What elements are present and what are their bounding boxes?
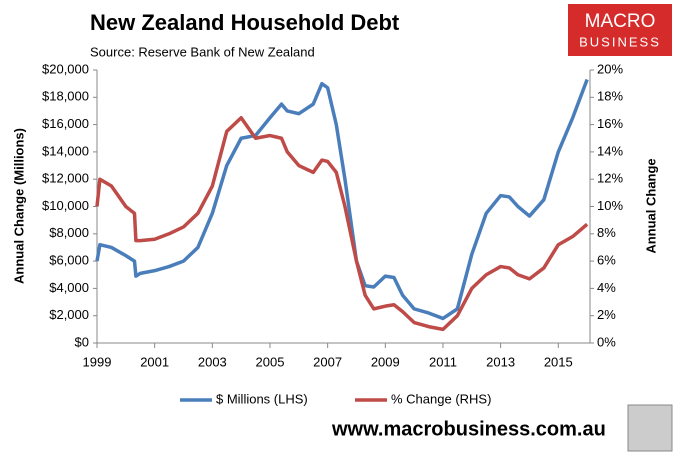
y2-tick-label: 16% xyxy=(597,116,623,131)
series-line xyxy=(95,78,589,321)
y2-tick-label: 0% xyxy=(597,334,616,349)
series-line xyxy=(95,116,589,332)
y-tick-label: $2,000 xyxy=(49,307,89,322)
logo-box xyxy=(568,4,672,56)
y2-tick-label: 10% xyxy=(597,198,623,213)
y2-tick-label: 14% xyxy=(597,143,623,158)
y-tick-label: $16,000 xyxy=(42,116,89,131)
x-tick-label: 2009 xyxy=(371,354,400,369)
chart-title: New Zealand Household Debt xyxy=(90,10,400,35)
legend-label: % Change (RHS) xyxy=(391,391,491,406)
y2-tick-label: 4% xyxy=(597,280,616,295)
y-tick-label: $10,000 xyxy=(42,198,89,213)
x-tick-label: 2003 xyxy=(198,354,227,369)
legend-label: $ Millions (LHS) xyxy=(216,391,308,406)
y2-tick-label: 12% xyxy=(597,171,623,186)
x-tick-label: 2013 xyxy=(486,354,515,369)
x-tick-label: 2005 xyxy=(256,354,285,369)
watermark: www.macrobusiness.com.au xyxy=(331,418,606,440)
y-tick-label: $18,000 xyxy=(42,89,89,104)
y-tick-label: $0 xyxy=(75,334,89,349)
y-tick-label: $6,000 xyxy=(49,253,89,268)
y-tick-label: $12,000 xyxy=(42,171,89,186)
y-tick-label: $8,000 xyxy=(49,225,89,240)
y-tick-label: $4,000 xyxy=(49,280,89,295)
y-axis-label: Annual Change (Millions) xyxy=(11,128,26,284)
logo-text: MACRO xyxy=(585,11,656,32)
y2-tick-label: 8% xyxy=(597,225,616,240)
y2-axis-label: Annual Change xyxy=(643,158,658,253)
chart-subtitle: Source: Reserve Bank of New Zealand xyxy=(90,44,315,59)
y-tick-label: $14,000 xyxy=(42,143,89,158)
x-tick-label: 2007 xyxy=(313,354,342,369)
x-tick-label: 1999 xyxy=(83,354,112,369)
logo-image xyxy=(627,404,673,452)
y2-tick-label: 2% xyxy=(597,307,616,322)
y-tick-label: $20,000 xyxy=(42,61,89,76)
y2-tick-label: 6% xyxy=(597,253,616,268)
x-tick-label: 2011 xyxy=(429,354,457,369)
x-tick-label: 2001 xyxy=(140,354,169,369)
x-tick-label: 2015 xyxy=(544,354,573,369)
y2-tick-label: 20% xyxy=(597,61,623,76)
logo-text: BUSINESS xyxy=(579,34,661,49)
y2-tick-label: 18% xyxy=(597,89,623,104)
